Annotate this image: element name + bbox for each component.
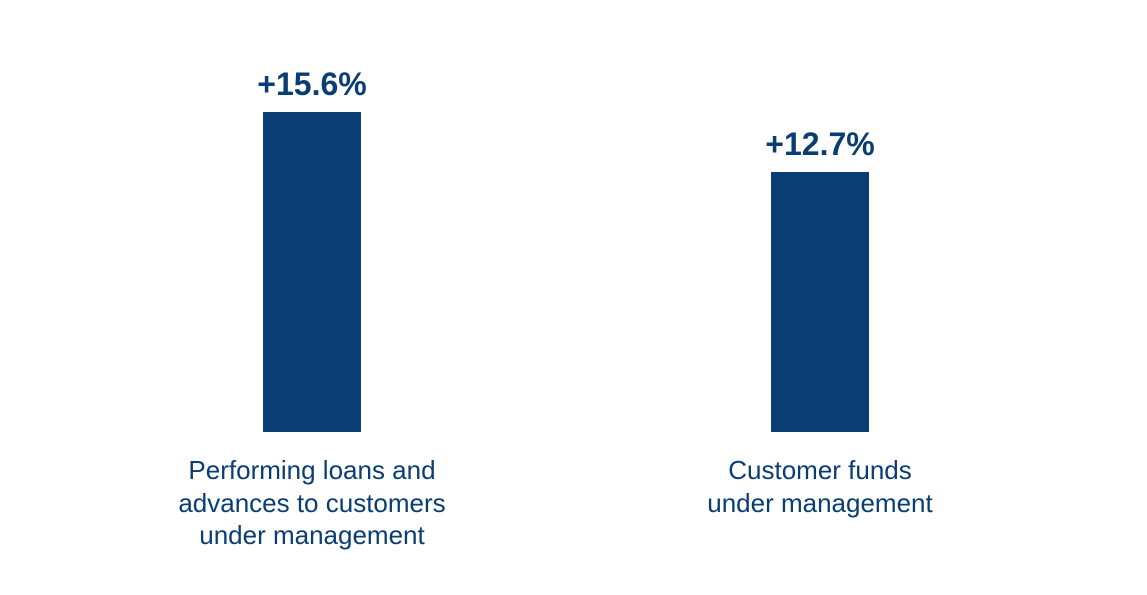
bar-rect	[263, 112, 361, 432]
bar-caption: Performing loans and advances to custome…	[142, 454, 482, 552]
bar-caption: Customer funds under management	[670, 454, 970, 519]
bar-chart: +15.6% Performing loans and advances to …	[0, 0, 1147, 595]
bar-value-label: +12.7%	[765, 128, 874, 160]
bar-group-performing-loans: +15.6% Performing loans and advances to …	[142, 68, 482, 552]
bar-group-customer-funds: +12.7% Customer funds under management	[670, 128, 970, 519]
bar-value-label: +15.6%	[257, 68, 366, 100]
bar-rect	[771, 172, 869, 432]
